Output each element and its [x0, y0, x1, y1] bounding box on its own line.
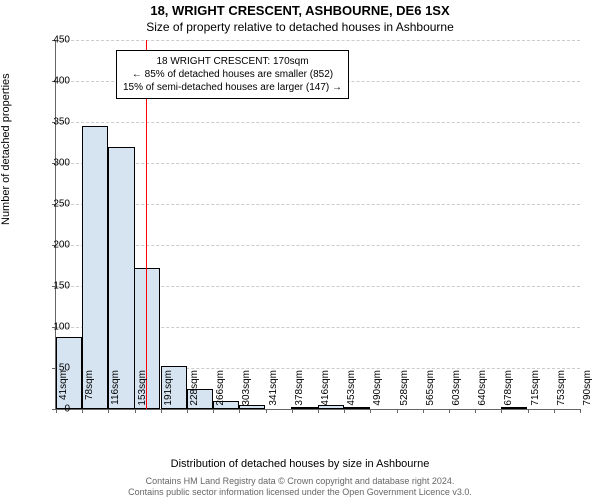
xtick-label: 490sqm: [372, 370, 383, 415]
ytick-label: 150: [30, 281, 70, 292]
gridline: [56, 204, 580, 205]
xtick-label: 341sqm: [268, 370, 279, 415]
infobox-line-2: ← 85% of detached houses are smaller (85…: [123, 68, 342, 81]
xtick-mark: [266, 409, 267, 413]
ytick-label: 450: [30, 35, 70, 46]
xtick-label: 191sqm: [163, 370, 174, 415]
xtick-label: 640sqm: [477, 370, 488, 415]
footer-line-1: Contains HM Land Registry data © Crown c…: [146, 476, 455, 486]
xtick-label: 453sqm: [346, 370, 357, 415]
xtick-label: 153sqm: [137, 370, 148, 415]
xtick-label: 678sqm: [503, 370, 514, 415]
chart-title-sub: Size of property relative to detached ho…: [0, 20, 600, 34]
xtick-mark: [423, 409, 424, 413]
footer-line-2: Contains public sector information licen…: [128, 487, 472, 497]
xtick-label: 378sqm: [294, 370, 305, 415]
ytick-label: 250: [30, 199, 70, 210]
xtick-mark: [554, 409, 555, 413]
xtick-label: 753sqm: [556, 370, 567, 415]
histogram-bar: [82, 126, 108, 409]
xtick-label: 78sqm: [84, 370, 95, 415]
plot-area: 18 WRIGHT CRESCENT: 170sqm← 85% of detac…: [55, 40, 580, 410]
ytick-label: 100: [30, 322, 70, 333]
xtick-mark: [161, 409, 162, 413]
xtick-mark: [528, 409, 529, 413]
chart-title-main: 18, WRIGHT CRESCENT, ASHBOURNE, DE6 1SX: [0, 3, 600, 18]
ytick-label: 350: [30, 117, 70, 128]
xtick-label: 715sqm: [530, 370, 541, 415]
y-axis-label: Number of detached properties: [0, 73, 12, 225]
xtick-label: 266sqm: [215, 370, 226, 415]
xtick-label: 228sqm: [189, 370, 200, 415]
xtick-mark: [135, 409, 136, 413]
xtick-mark: [292, 409, 293, 413]
xtick-label: 116sqm: [110, 370, 121, 415]
xtick-label: 603sqm: [451, 370, 462, 415]
xtick-mark: [397, 409, 398, 413]
infobox-line-1: 18 WRIGHT CRESCENT: 170sqm: [123, 55, 342, 68]
xtick-mark: [318, 409, 319, 413]
ytick-label: 200: [30, 240, 70, 251]
ytick-label: 300: [30, 158, 70, 169]
xtick-mark: [449, 409, 450, 413]
gridline: [56, 122, 580, 123]
ytick-label: 400: [30, 76, 70, 87]
xtick-mark: [580, 409, 581, 413]
xtick-label: 565sqm: [425, 370, 436, 415]
gridline: [56, 40, 580, 41]
xtick-mark: [187, 409, 188, 413]
xtick-label: 416sqm: [320, 370, 331, 415]
xtick-label: 528sqm: [399, 370, 410, 415]
gridline: [56, 245, 580, 246]
xtick-label: 41sqm: [58, 370, 69, 415]
xtick-label: 303sqm: [241, 370, 252, 415]
info-box: 18 WRIGHT CRESCENT: 170sqm← 85% of detac…: [116, 50, 349, 99]
gridline: [56, 163, 580, 164]
x-axis-label: Distribution of detached houses by size …: [0, 458, 600, 470]
footer-text: Contains HM Land Registry data © Crown c…: [0, 476, 600, 498]
infobox-line-3: 15% of semi-detached houses are larger (…: [123, 81, 342, 94]
xtick-label: 790sqm: [582, 370, 593, 415]
